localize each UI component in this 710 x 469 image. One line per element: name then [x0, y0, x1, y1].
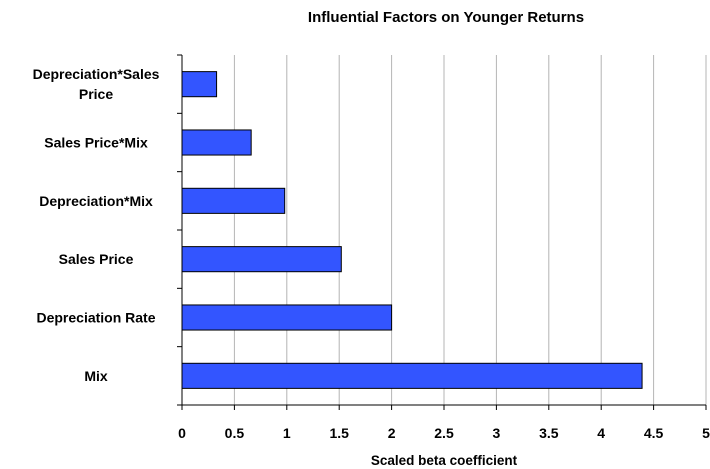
x-tick-label: 3	[493, 425, 501, 441]
bar	[181, 304, 393, 331]
category-label-line: Depreciation*Mix	[39, 193, 153, 209]
x-tick-label: 0	[178, 425, 186, 441]
category-label: Sales Price	[59, 251, 134, 267]
labels: 0 0.5 1 1.5 2 2.5 3 3.5 4 4.5 5 Depreciation*Sales P…	[33, 66, 710, 441]
category-label: Depreciation*Sales Price	[33, 66, 160, 102]
chart-title: Influential Factors on Younger Returns	[308, 9, 584, 26]
x-tick-label: 0.5	[225, 425, 245, 441]
category-label-line: Depreciation Rate	[36, 310, 155, 326]
x-tick-label: 2.5	[434, 425, 454, 441]
x-tick-label: 3.5	[539, 425, 559, 441]
x-tick-label: 1.5	[329, 425, 349, 441]
x-tick-label: 4.5	[644, 425, 664, 441]
x-tick-label: 5	[702, 425, 710, 441]
category-label: Sales Price*Mix	[44, 135, 148, 151]
category-label-line: Sales Price*Mix	[44, 135, 148, 151]
bar	[181, 362, 643, 389]
category-label: Depreciation Rate	[36, 310, 155, 326]
category-label: Mix	[84, 368, 108, 384]
x-axis-label: Scaled beta coefficient	[371, 453, 518, 468]
category-label-line: Mix	[84, 368, 108, 384]
bars	[181, 71, 643, 389]
bar	[181, 129, 252, 156]
category-label-line: Price	[79, 86, 113, 102]
bar	[181, 246, 342, 273]
category-label-line: Depreciation*Sales	[33, 66, 160, 82]
gridlines	[233, 55, 707, 405]
x-tick-label: 1	[283, 425, 291, 441]
category-label-line: Sales Price	[59, 251, 134, 267]
x-tick-label: 2	[388, 425, 396, 441]
bar	[181, 187, 286, 214]
x-tick-label: 4	[597, 425, 605, 441]
bar	[181, 71, 218, 98]
axes	[177, 54, 707, 410]
category-label: Depreciation*Mix	[39, 193, 153, 209]
